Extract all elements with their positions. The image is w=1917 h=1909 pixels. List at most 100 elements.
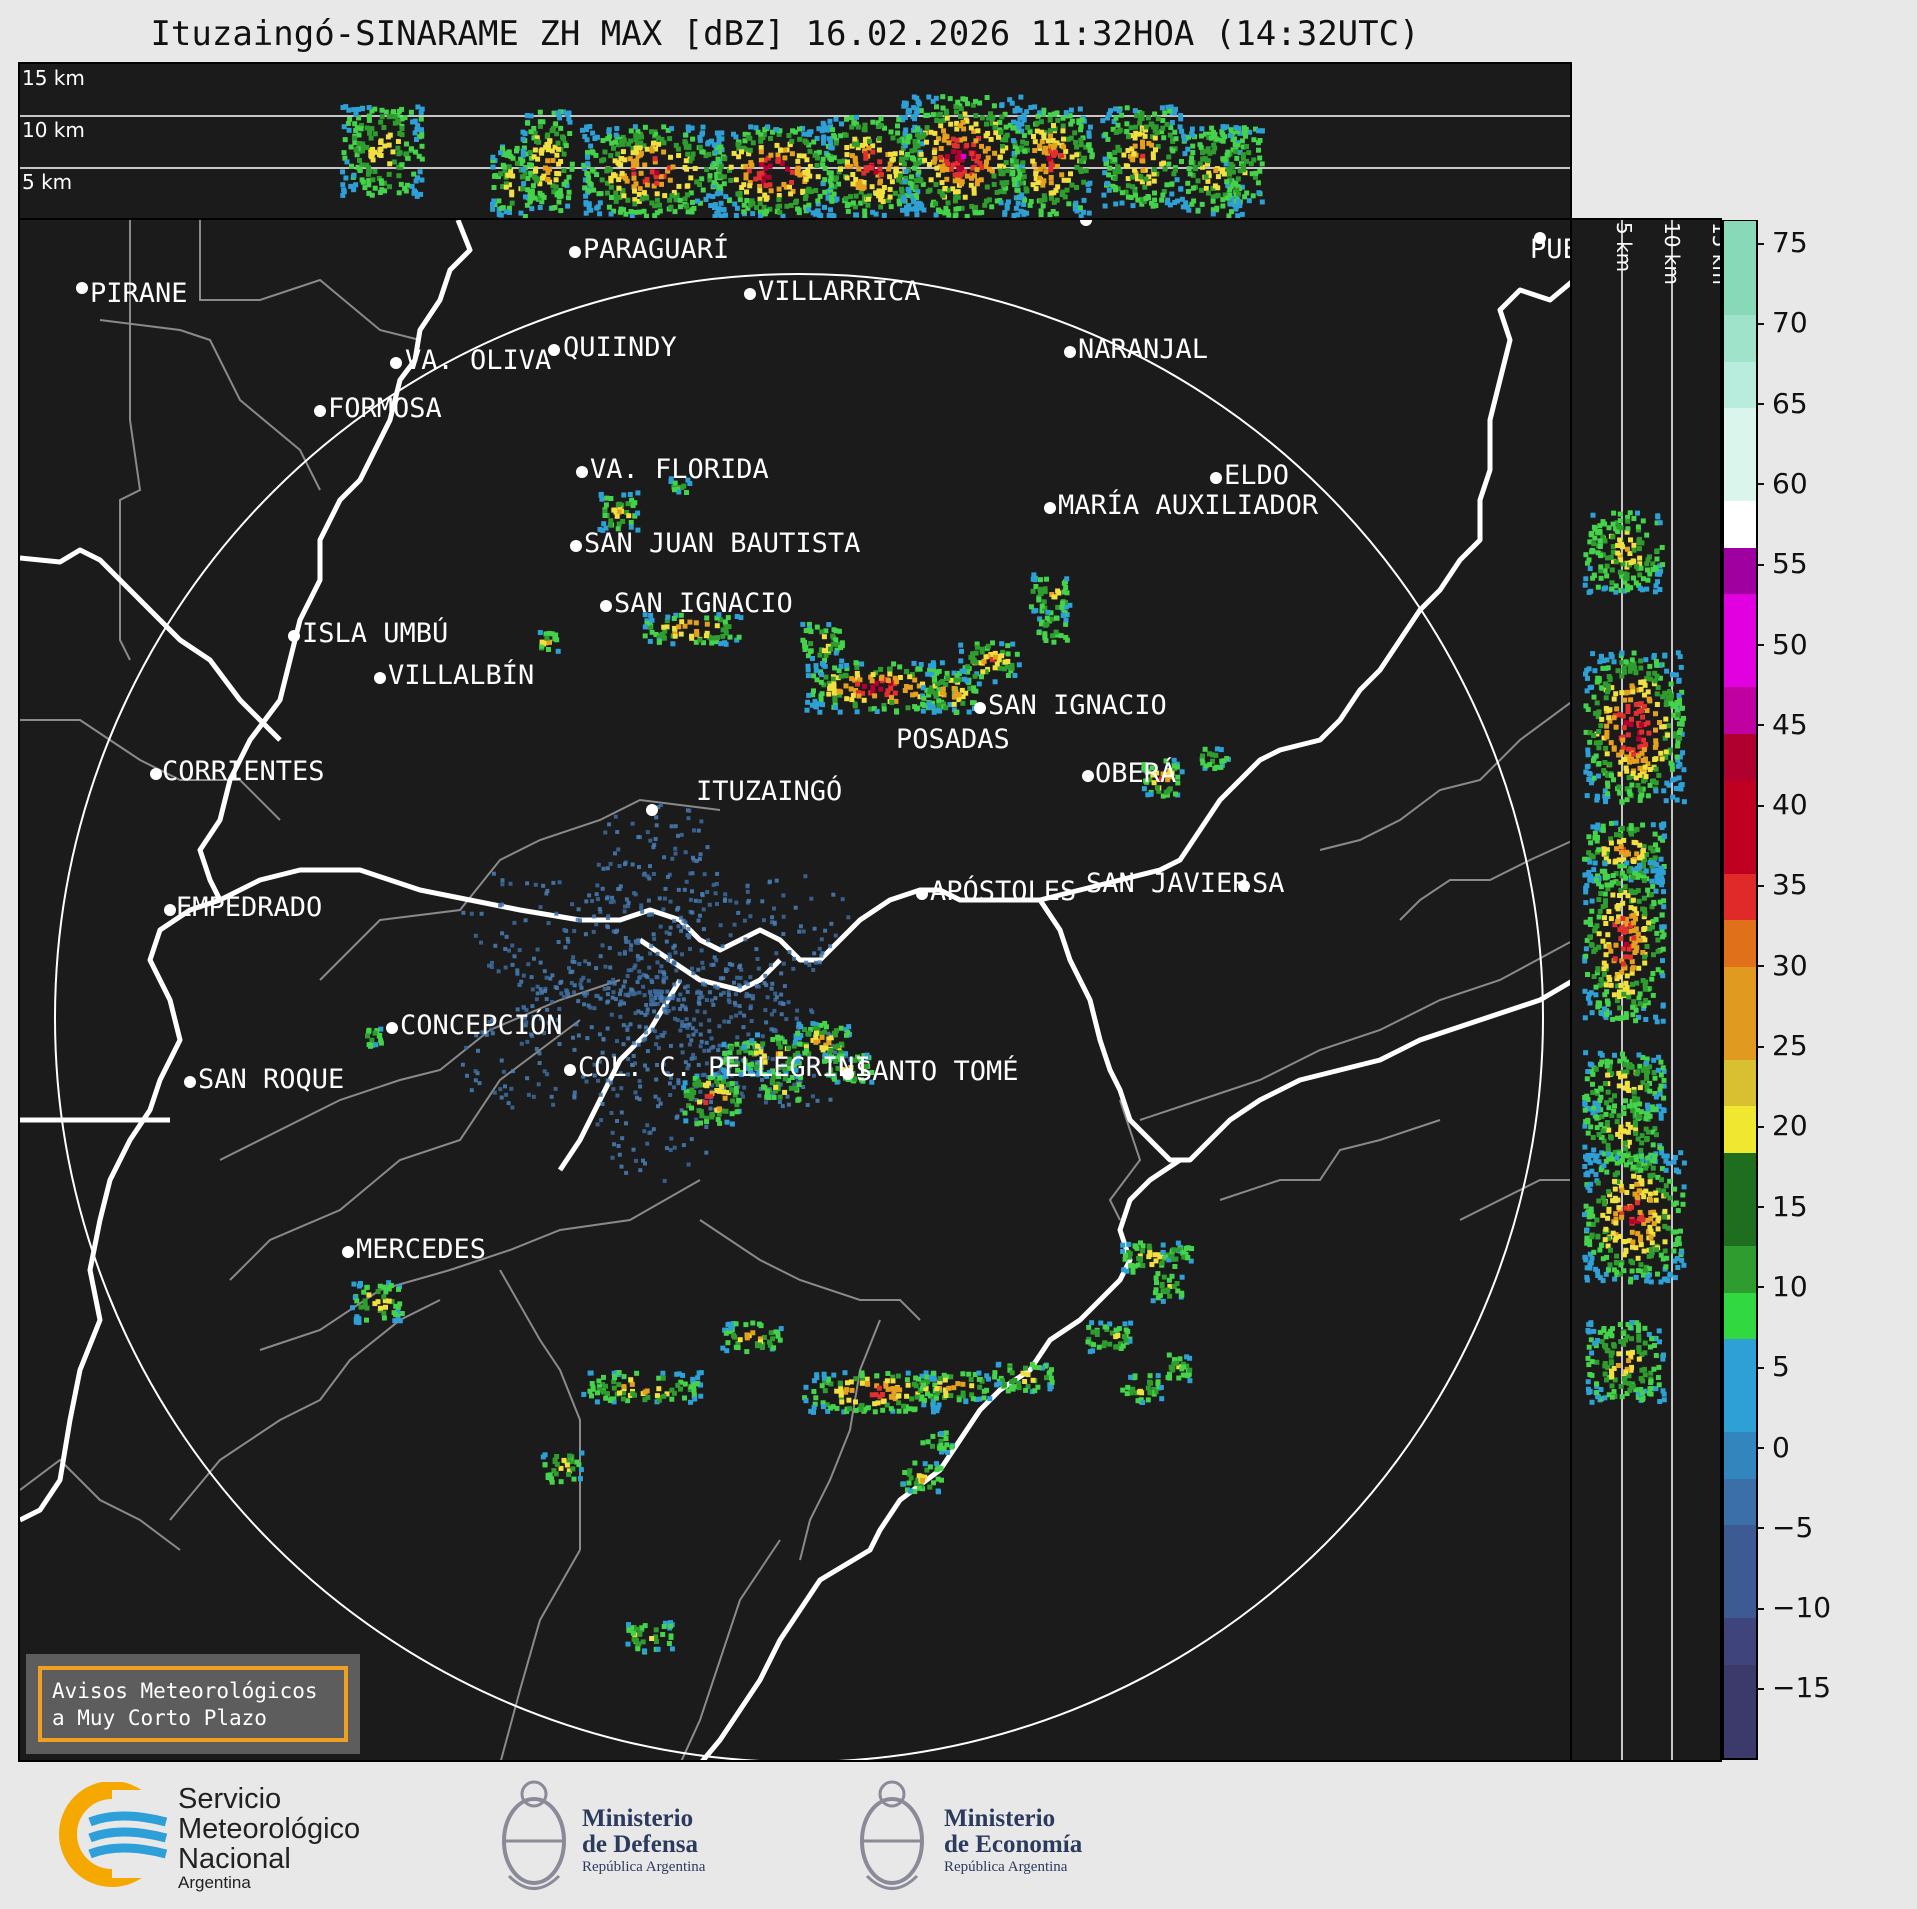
colorbar-segment	[1724, 1058, 1756, 1107]
colorbar-segment	[1724, 1524, 1756, 1572]
city-label: COL. C. PELLEGRINI	[578, 1052, 871, 1083]
city-label: OBERÁ	[1095, 757, 1176, 789]
side-height-label-10: 10 km	[1660, 222, 1684, 285]
colorbar-segment	[1724, 686, 1756, 734]
side-height-label-5: 5 km	[1612, 222, 1636, 273]
colorbar-segment	[1724, 1338, 1756, 1386]
city-label: PUE	[1530, 234, 1572, 265]
colorbar-segment	[1724, 1570, 1756, 1619]
colorbar-tick-label: 20	[1756, 1109, 1808, 1142]
city-dot	[1064, 346, 1076, 358]
city-label: ITUZAINGÓ	[696, 775, 842, 807]
colorbar-segment	[1724, 1245, 1756, 1293]
city-label: MARÍA AUXILIADOR	[1058, 489, 1319, 521]
colorbar-segment	[1724, 314, 1756, 362]
footer-logos: Servicio Meteorológico Nacional Argentin…	[0, 1762, 1917, 1909]
economia-line-2: de Economía	[944, 1831, 1083, 1858]
colorbar-segment	[1724, 1617, 1756, 1665]
colorbar-segment	[1724, 407, 1756, 455]
coat-of-arms-icon-2	[860, 1780, 924, 1890]
colorbar-segment	[1724, 593, 1756, 641]
dbz-colorbar	[1722, 220, 1758, 1760]
defensa-line-2: de Defensa	[582, 1831, 698, 1858]
colorbar-segment	[1724, 1291, 1756, 1340]
city-label: NARANJAL	[1078, 334, 1208, 365]
colorbar-segment	[1724, 779, 1756, 828]
map-title: Ituzaingó-SINARAME ZH MAX [dBZ] 16.02.20…	[150, 14, 1420, 54]
range-ring	[54, 273, 1544, 1760]
city-dot	[600, 600, 612, 612]
colorbar-segment	[1724, 733, 1756, 781]
colorbar-segment	[1724, 221, 1756, 269]
precipitation-echoes	[350, 476, 1231, 1655]
colorbar-tick-label: 75	[1756, 226, 1808, 259]
city-label: SAN ROQUE	[198, 1064, 344, 1095]
colorbar-tick-label: −5	[1755, 1511, 1813, 1544]
city-dot	[1044, 502, 1056, 514]
city-label: MERCEDES	[356, 1234, 486, 1265]
warning-link[interactable]: Avisos Meteorológicos a Muy Corto Plazo	[38, 1666, 348, 1742]
city-label: POSADAS	[896, 724, 1010, 755]
city-label: VA. OLIVA	[405, 345, 551, 376]
city-dot	[288, 630, 300, 642]
colorbar-tick-label: 30	[1756, 949, 1808, 982]
ground-clutter	[460, 802, 851, 1183]
city-dot	[570, 540, 582, 552]
city-dot	[374, 672, 386, 684]
top-cross-section-graphic	[20, 94, 1570, 218]
colorbar-tick-label: 60	[1756, 467, 1808, 500]
city-dot	[1210, 472, 1222, 484]
side-height-label-15: 15 km	[1708, 222, 1722, 285]
colorbar-segment	[1724, 453, 1756, 502]
city-dot	[548, 344, 560, 356]
colorbar-segment	[1724, 500, 1756, 548]
city-label: APÓSTOLES	[930, 875, 1076, 907]
city-label: VILLALBÍN	[388, 659, 534, 691]
colorbar-segment	[1724, 826, 1756, 874]
city-label: EMPEDRADO	[176, 892, 322, 923]
colorbar-segment	[1724, 919, 1756, 967]
colorbar-tick-label: 70	[1756, 306, 1808, 339]
city-label: FORMOSA	[328, 393, 442, 424]
city-dot	[76, 282, 88, 294]
city-label: SANTO TOMÉ	[856, 1055, 1019, 1087]
smn-line-4: Argentina	[178, 1873, 251, 1892]
colorbar-tick-label: −15	[1755, 1671, 1831, 1704]
city-label: PIRANE	[90, 278, 188, 309]
warning-box[interactable]: Avisos Meteorológicos a Muy Corto Plazo	[26, 1654, 360, 1754]
colorbar-tick-label: 55	[1756, 547, 1808, 580]
radar-map-panel[interactable]: PIRANE PARAGUARÍ VILLARRICA QUIINDY VA. OLIV…	[18, 218, 1572, 1762]
colorbar-tick-label: 45	[1756, 708, 1808, 741]
colorbar-segment	[1724, 267, 1756, 316]
city-dot	[342, 1246, 354, 1258]
colorbar-tick-label: −10	[1755, 1591, 1831, 1624]
city-dot	[314, 405, 326, 417]
city-dot	[576, 466, 588, 478]
city-dot	[1238, 880, 1250, 892]
colorbar-segment	[1724, 546, 1756, 595]
city-label: PARAGUARÍ	[583, 233, 729, 265]
top-height-label-10: 10 km	[22, 118, 85, 142]
defensa-line-1: Ministerio	[582, 1805, 694, 1832]
colorbar-segment	[1724, 1663, 1756, 1712]
defensa-logo-text: Ministerio de Defensa República Argentin…	[582, 1806, 705, 1876]
city-dot	[744, 288, 756, 300]
economia-logo-text: Ministerio de Economía República Argenti…	[944, 1806, 1082, 1876]
defensa-line-3: República Argentina	[582, 1859, 706, 1875]
colorbar-segment	[1724, 1384, 1756, 1433]
city-dot	[390, 357, 402, 369]
smn-line-1: Servicio	[178, 1783, 282, 1815]
city-label: ISLA UMBÚ	[302, 617, 448, 649]
colorbar-tick-label: 50	[1756, 628, 1808, 661]
colorbar-tick-label: 25	[1756, 1029, 1808, 1062]
smn-logo-text: Servicio Meteorológico Nacional Argentin…	[178, 1784, 360, 1892]
colorbar-segment	[1724, 1198, 1756, 1246]
coat-of-arms-icon	[502, 1780, 566, 1890]
colorbar-segment	[1724, 1012, 1756, 1060]
city-label: ELDO	[1224, 460, 1289, 491]
colorbar-segment	[1724, 1710, 1756, 1758]
city-dot	[916, 888, 928, 900]
city-dot	[569, 246, 581, 258]
city-dot	[564, 1064, 576, 1076]
top-height-label-5: 5 km	[22, 170, 73, 194]
